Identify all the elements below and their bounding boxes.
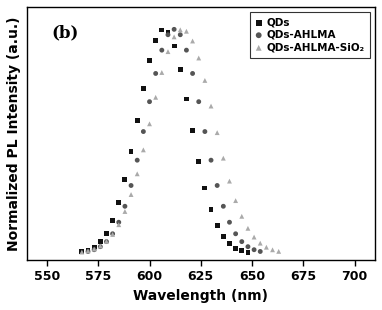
QDs-AHLMA bbox=[146, 99, 152, 104]
QDs bbox=[177, 67, 183, 72]
QDs bbox=[202, 186, 208, 191]
QDs-AHLMA bbox=[251, 247, 257, 252]
QDs-AHLMA-SiO₂ bbox=[97, 244, 104, 249]
QDs-AHLMA bbox=[220, 204, 227, 209]
QDs bbox=[239, 248, 245, 253]
QDs-AHLMA bbox=[189, 71, 196, 76]
QDs bbox=[196, 159, 202, 164]
QDs-AHLMA-SiO₂ bbox=[214, 130, 220, 135]
QDs-AHLMA-SiO₂ bbox=[276, 249, 282, 254]
QDs-AHLMA bbox=[110, 231, 116, 236]
QDs-AHLMA bbox=[134, 158, 140, 163]
QDs-AHLMA-SiO₂ bbox=[239, 214, 245, 219]
QDs-AHLMA-SiO₂ bbox=[128, 192, 134, 197]
QDs bbox=[134, 118, 140, 123]
QDs bbox=[214, 223, 220, 228]
QDs-AHLMA-SiO₂ bbox=[177, 27, 183, 32]
QDs-AHLMA bbox=[183, 48, 189, 53]
QDs-AHLMA bbox=[214, 183, 220, 188]
QDs bbox=[159, 28, 165, 33]
QDs-AHLMA-SiO₂ bbox=[91, 246, 97, 251]
QDs-AHLMA bbox=[159, 48, 165, 53]
QDs bbox=[128, 149, 134, 154]
QDs-AHLMA bbox=[196, 99, 202, 104]
X-axis label: Wavelength (nm): Wavelength (nm) bbox=[133, 289, 268, 303]
QDs bbox=[208, 207, 214, 212]
QDs-AHLMA-SiO₂ bbox=[110, 232, 116, 237]
Legend: QDs, QDs-AHLMA, QDs-AHLMA-SiO₂: QDs, QDs-AHLMA, QDs-AHLMA-SiO₂ bbox=[250, 12, 370, 58]
QDs bbox=[122, 177, 128, 182]
QDs bbox=[233, 246, 239, 251]
QDs-AHLMA-SiO₂ bbox=[122, 209, 128, 214]
QDs-AHLMA-SiO₂ bbox=[196, 55, 202, 60]
QDs-AHLMA bbox=[122, 204, 128, 209]
QDs bbox=[153, 38, 159, 42]
QDs-AHLMA-SiO₂ bbox=[208, 104, 214, 108]
QDs-AHLMA-SiO₂ bbox=[85, 248, 91, 253]
Text: (b): (b) bbox=[51, 25, 78, 42]
QDs-AHLMA-SiO₂ bbox=[159, 70, 165, 75]
QDs-AHLMA-SiO₂ bbox=[146, 121, 152, 126]
QDs-AHLMA bbox=[239, 239, 245, 244]
QDs bbox=[97, 239, 104, 244]
QDs-AHLMA bbox=[171, 27, 177, 32]
QDs bbox=[220, 234, 227, 239]
QDs-AHLMA-SiO₂ bbox=[251, 235, 257, 240]
QDs bbox=[140, 86, 146, 91]
QDs-AHLMA bbox=[85, 249, 91, 254]
QDs-AHLMA-SiO₂ bbox=[134, 171, 140, 176]
QDs-AHLMA-SiO₂ bbox=[153, 95, 159, 100]
QDs-AHLMA bbox=[128, 183, 134, 188]
QDs-AHLMA-SiO₂ bbox=[140, 147, 146, 152]
QDs-AHLMA-SiO₂ bbox=[183, 29, 189, 34]
QDs bbox=[165, 30, 171, 35]
QDs bbox=[227, 241, 233, 246]
QDs-AHLMA-SiO₂ bbox=[220, 156, 227, 161]
QDs-AHLMA-SiO₂ bbox=[202, 78, 208, 83]
QDs-AHLMA bbox=[245, 244, 251, 249]
QDs-AHLMA-SiO₂ bbox=[233, 198, 239, 203]
QDs-AHLMA-SiO₂ bbox=[227, 179, 233, 184]
QDs-AHLMA bbox=[91, 247, 97, 252]
QDs-AHLMA bbox=[116, 220, 122, 225]
QDs-AHLMA-SiO₂ bbox=[165, 49, 171, 54]
QDs bbox=[146, 58, 152, 63]
QDs-AHLMA-SiO₂ bbox=[263, 245, 269, 250]
QDs bbox=[245, 250, 251, 255]
QDs-AHLMA bbox=[97, 244, 104, 249]
QDs bbox=[85, 248, 91, 253]
QDs-AHLMA bbox=[165, 32, 171, 37]
QDs-AHLMA bbox=[257, 249, 263, 254]
QDs-AHLMA bbox=[104, 239, 110, 244]
QDs-AHLMA bbox=[227, 220, 233, 225]
QDs-AHLMA-SiO₂ bbox=[269, 247, 275, 252]
Y-axis label: Normalized PL Intensity (a.u.): Normalized PL Intensity (a.u.) bbox=[7, 16, 21, 251]
QDs-AHLMA-SiO₂ bbox=[257, 241, 263, 246]
QDs-AHLMA-SiO₂ bbox=[189, 38, 196, 43]
QDs-AHLMA-SiO₂ bbox=[104, 239, 110, 244]
QDs-AHLMA bbox=[140, 129, 146, 134]
QDs-AHLMA-SiO₂ bbox=[245, 226, 251, 231]
QDs bbox=[116, 201, 122, 206]
QDs-AHLMA bbox=[153, 71, 159, 76]
QDs bbox=[110, 218, 116, 223]
QDs bbox=[171, 43, 177, 48]
QDs-AHLMA bbox=[177, 32, 183, 37]
QDs-AHLMA-SiO₂ bbox=[171, 34, 177, 39]
QDs-AHLMA-SiO₂ bbox=[79, 250, 85, 255]
QDs-AHLMA-SiO₂ bbox=[116, 222, 122, 227]
QDs-AHLMA bbox=[208, 158, 214, 163]
QDs-AHLMA bbox=[202, 129, 208, 134]
QDs bbox=[91, 245, 97, 250]
QDs bbox=[189, 128, 196, 133]
QDs bbox=[183, 97, 189, 102]
QDs bbox=[79, 249, 85, 254]
QDs bbox=[104, 231, 110, 236]
QDs-AHLMA bbox=[233, 231, 239, 236]
